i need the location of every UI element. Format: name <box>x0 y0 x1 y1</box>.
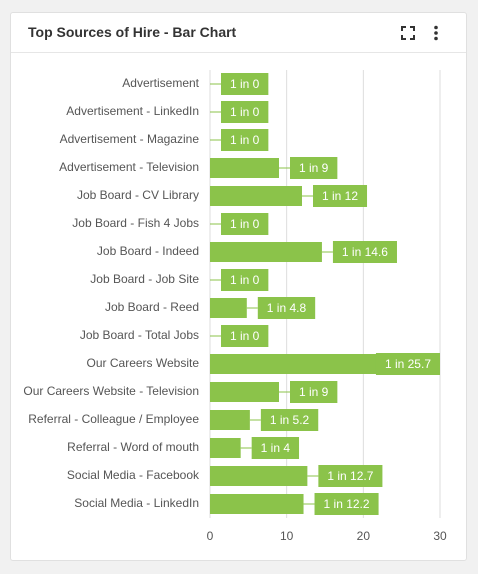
x-tick-label: 10 <box>280 529 294 543</box>
value-label: 1 in 12.7 <box>327 469 373 483</box>
y-tick-label: Job Board - Indeed <box>97 244 199 258</box>
y-tick-label: Advertisement - LinkedIn <box>66 104 199 118</box>
y-tick-label: Advertisement - Television <box>59 160 199 174</box>
bar <box>210 410 250 430</box>
y-tick-label: Job Board - CV Library <box>77 188 199 202</box>
x-tick-label: 0 <box>207 529 214 543</box>
y-tick-label: Referral - Word of mouth <box>67 440 199 454</box>
value-label: 1 in 0 <box>230 77 260 91</box>
value-label: 1 in 12.2 <box>324 497 370 511</box>
value-label-box <box>314 493 379 515</box>
y-tick-label: Advertisement - Magazine <box>60 132 200 146</box>
value-label-box <box>221 73 269 95</box>
value-label-box <box>257 297 316 319</box>
bar <box>210 158 279 178</box>
value-label-box <box>221 213 269 235</box>
chart-title: Top Sources of Hire - Bar Chart <box>28 24 237 40</box>
y-tick-label: Job Board - Reed <box>105 300 199 314</box>
value-label-box <box>375 353 440 375</box>
value-label-box <box>318 465 383 487</box>
value-label-box <box>221 101 269 123</box>
fullscreen-icon[interactable] <box>401 26 415 40</box>
y-tick-label: Social Media - Facebook <box>67 468 200 482</box>
value-label: 1 in 9 <box>299 161 329 175</box>
value-label: 1 in 25.7 <box>385 357 431 371</box>
y-tick-label: Social Media - LinkedIn <box>74 496 199 510</box>
value-label: 1 in 14.6 <box>342 245 388 259</box>
value-label: 1 in 0 <box>230 273 260 287</box>
bar <box>210 298 247 318</box>
y-tick-label: Our Careers Website - Television <box>23 384 199 398</box>
bar <box>210 354 408 374</box>
value-label-box <box>260 409 319 431</box>
bar <box>210 242 322 262</box>
value-label-box <box>221 269 269 291</box>
y-tick-label: Referral - Colleague / Employee <box>28 412 199 426</box>
value-label-box <box>221 129 269 151</box>
value-label-box <box>290 381 338 403</box>
bar <box>210 186 302 206</box>
value-label: 1 in 4 <box>261 441 291 455</box>
bar <box>210 382 279 402</box>
value-label-box <box>290 157 338 179</box>
value-label: 1 in 0 <box>230 133 260 147</box>
value-label-box <box>221 325 269 347</box>
y-tick-label: Job Board - Total Jobs <box>80 328 199 342</box>
bar <box>210 466 308 486</box>
value-label: 1 in 4.8 <box>267 301 307 315</box>
menu-icon[interactable] <box>433 25 439 41</box>
value-label: 1 in 0 <box>230 217 260 231</box>
bar <box>210 438 241 458</box>
value-label-box <box>332 241 397 263</box>
y-tick-label: Job Board - Job Site <box>90 272 199 286</box>
y-tick-label: Our Careers Website <box>87 356 200 370</box>
value-label: 1 in 5.2 <box>270 413 310 427</box>
x-tick-label: 20 <box>357 529 371 543</box>
value-label: 1 in 12 <box>322 189 358 203</box>
x-tick-label: 30 <box>433 529 447 543</box>
bar <box>210 494 304 514</box>
value-label-box <box>251 437 300 459</box>
value-label: 1 in 9 <box>299 385 329 399</box>
y-tick-label: Job Board - Fish 4 Jobs <box>72 216 199 230</box>
card-header: Top Sources of Hire - Bar Chart <box>11 13 466 53</box>
y-tick-label: Advertisement <box>122 76 199 90</box>
value-label: 1 in 0 <box>230 105 260 119</box>
value-label: 1 in 0 <box>230 329 260 343</box>
value-label-box <box>313 185 368 207</box>
